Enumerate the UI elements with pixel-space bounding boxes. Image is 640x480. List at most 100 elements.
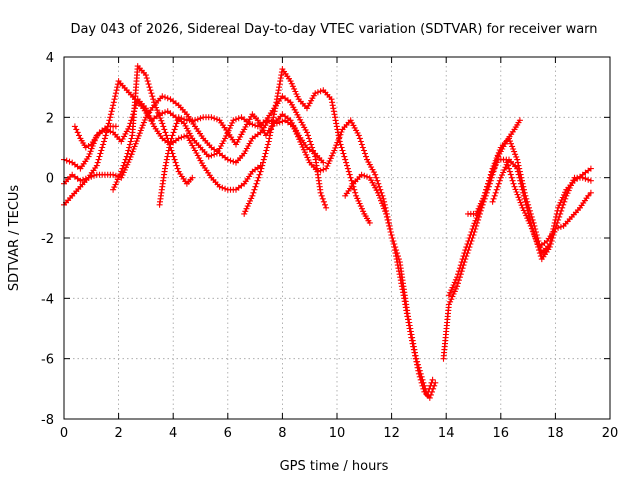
data-point — [515, 162, 522, 169]
data-point — [260, 159, 266, 166]
data-point — [85, 174, 92, 181]
data-point — [88, 173, 95, 180]
data-point — [91, 172, 97, 179]
data-point — [579, 174, 586, 181]
data-point — [159, 93, 166, 100]
data-point — [486, 177, 492, 184]
series-track-8 — [342, 171, 439, 401]
data-point — [317, 189, 324, 196]
series-track-7 — [241, 66, 373, 226]
data-point — [175, 114, 182, 121]
data-point — [452, 285, 459, 292]
data-point — [493, 155, 500, 162]
data-point — [568, 182, 574, 189]
data-point — [486, 174, 493, 181]
data-point — [171, 126, 178, 133]
data-point — [189, 174, 196, 181]
data-point — [429, 388, 435, 395]
data-point — [257, 168, 264, 175]
data-point — [517, 199, 524, 206]
data-point — [477, 200, 484, 207]
data-point — [519, 186, 526, 193]
data-point — [324, 163, 331, 169]
data-point — [145, 81, 152, 88]
data-point — [396, 268, 402, 275]
series-track-6 — [156, 111, 327, 208]
data-point — [377, 195, 383, 201]
data-point — [429, 376, 436, 383]
data-point — [485, 180, 492, 187]
data-point — [490, 195, 497, 202]
data-point — [387, 229, 394, 235]
data-point — [162, 129, 169, 136]
data-point — [506, 168, 513, 175]
data-point — [320, 159, 327, 166]
data-point — [514, 191, 521, 198]
data-point — [355, 197, 362, 204]
data-point — [389, 235, 396, 241]
data-point — [398, 283, 405, 290]
data-point — [379, 200, 385, 207]
data-point — [513, 153, 520, 160]
data-point — [110, 102, 117, 109]
series-track-12 — [489, 156, 594, 263]
data-point — [385, 219, 392, 226]
data-point — [121, 159, 128, 166]
data-point — [109, 105, 116, 112]
data-point — [224, 156, 231, 163]
data-point — [173, 162, 180, 169]
data-point — [458, 259, 465, 266]
data-point — [530, 229, 537, 235]
data-point — [226, 125, 233, 132]
data-point — [107, 114, 114, 121]
data-point — [513, 189, 520, 195]
data-point — [410, 346, 417, 353]
data-point — [507, 138, 513, 145]
data-point — [376, 192, 382, 199]
data-point — [235, 136, 242, 143]
data-point — [272, 105, 279, 112]
data-point — [223, 132, 230, 139]
data-point — [120, 162, 127, 169]
data-point — [332, 144, 339, 151]
data-point — [85, 153, 92, 160]
data-point — [512, 151, 519, 158]
x-tick-label: 4 — [169, 426, 177, 441]
data-point — [273, 96, 280, 103]
data-point — [110, 171, 117, 178]
data-point — [268, 126, 275, 133]
data-point — [344, 162, 350, 169]
data-point — [268, 123, 275, 130]
data-point — [262, 150, 269, 157]
data-point — [107, 111, 114, 118]
data-point — [393, 256, 400, 263]
data-point — [506, 135, 512, 142]
data-point — [329, 99, 336, 106]
data-point — [327, 155, 334, 162]
data-point — [551, 229, 558, 235]
data-point — [345, 168, 352, 175]
data-point — [326, 157, 333, 164]
data-point — [491, 192, 498, 199]
data-point — [245, 118, 252, 125]
y-tick-label: 0 — [46, 172, 54, 187]
data-point — [336, 135, 343, 142]
data-point — [449, 284, 456, 291]
data-point — [562, 195, 569, 202]
data-point — [287, 117, 294, 124]
data-point — [166, 141, 173, 148]
data-point — [255, 174, 262, 181]
data-point — [495, 149, 502, 156]
data-point — [376, 183, 383, 190]
data-point — [213, 116, 220, 123]
data-point — [518, 183, 525, 190]
data-point — [361, 172, 368, 179]
data-point — [489, 165, 496, 172]
data-point — [537, 253, 544, 260]
data-point — [386, 225, 393, 232]
data-point — [219, 184, 226, 191]
data-point — [524, 207, 531, 214]
data-point — [333, 120, 340, 127]
data-point — [178, 134, 185, 141]
data-point — [93, 162, 100, 169]
